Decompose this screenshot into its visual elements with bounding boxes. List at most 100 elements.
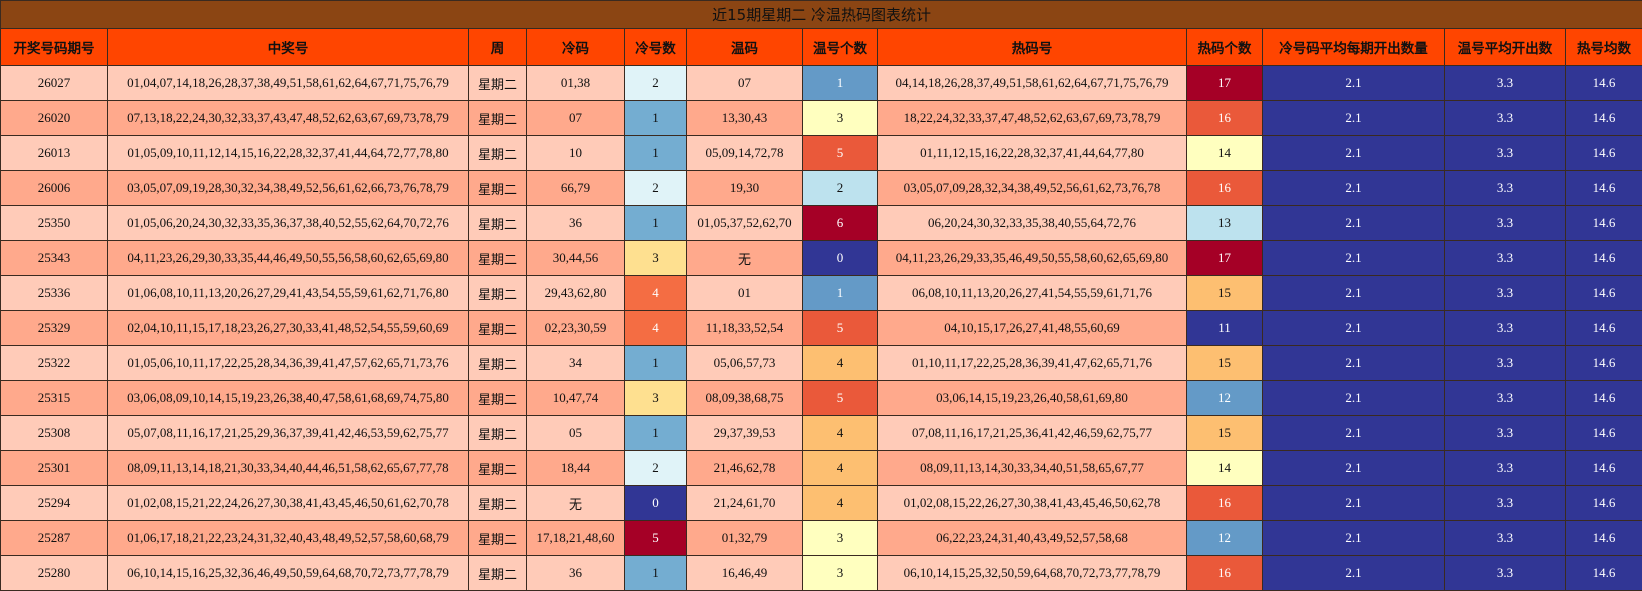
table-cell: 14.6	[1566, 206, 1642, 241]
column-header: 热码号	[878, 29, 1187, 66]
table-cell: 3.3	[1445, 276, 1566, 311]
table-cell: 星期二	[469, 276, 527, 311]
column-header: 冷号码平均每期开出数量	[1263, 29, 1445, 66]
table-cell: 12	[1187, 381, 1263, 416]
table-cell: 04,11,23,26,29,30,33,35,44,46,49,50,55,5…	[108, 241, 469, 276]
table-title: 近15期星期二 冷温热码图表统计	[1, 1, 1642, 29]
table-cell: 3.3	[1445, 486, 1566, 521]
table-cell: 16,46,49	[687, 556, 803, 591]
column-header: 冷号数	[625, 29, 687, 66]
table-cell: 17,18,21,48,60	[527, 521, 625, 556]
table-cell: 08,09,38,68,75	[687, 381, 803, 416]
table-cell: 4	[803, 451, 878, 486]
table-cell: 3.3	[1445, 311, 1566, 346]
table-cell: 14.6	[1566, 101, 1642, 136]
table-cell: 14.6	[1566, 171, 1642, 206]
column-header: 温码	[687, 29, 803, 66]
table-cell: 1	[625, 556, 687, 591]
table-cell: 5	[803, 381, 878, 416]
table-cell: 04,11,23,26,29,33,35,46,49,50,55,58,60,6…	[878, 241, 1187, 276]
table-cell: 02,04,10,11,15,17,18,23,26,27,30,33,41,4…	[108, 311, 469, 346]
table-cell: 07	[527, 101, 625, 136]
table-cell: 4	[803, 486, 878, 521]
table-cell: 2.1	[1263, 171, 1445, 206]
table-cell: 4	[625, 276, 687, 311]
table-cell: 04,14,18,26,28,37,49,51,58,61,62,64,67,7…	[878, 66, 1187, 101]
table-cell: 25336	[1, 276, 108, 311]
table-cell: 14.6	[1566, 136, 1642, 171]
table-cell: 07,13,18,22,24,30,32,33,37,43,47,48,52,6…	[108, 101, 469, 136]
table-cell: 30,44,56	[527, 241, 625, 276]
table-cell: 3	[803, 521, 878, 556]
table-cell: 2.1	[1263, 346, 1445, 381]
table-cell: 14.6	[1566, 486, 1642, 521]
table-cell: 16	[1187, 171, 1263, 206]
table-cell: 2.1	[1263, 451, 1445, 486]
table-cell: 星期二	[469, 241, 527, 276]
column-header: 温号平均开出数	[1445, 29, 1566, 66]
table-cell: 03,06,14,15,19,23,26,40,58,61,69,80	[878, 381, 1187, 416]
table-cell: 星期二	[469, 206, 527, 241]
table-cell: 无	[527, 486, 625, 521]
table-cell: 2	[625, 451, 687, 486]
table-cell: 星期二	[469, 381, 527, 416]
table-cell: 2.1	[1263, 206, 1445, 241]
table-cell: 01,05,06,20,24,30,32,33,35,36,37,38,40,5…	[108, 206, 469, 241]
table-cell: 06,08,10,11,13,20,26,27,41,54,55,59,61,7…	[878, 276, 1187, 311]
table-cell: 01,10,11,17,22,25,28,36,39,41,47,62,65,7…	[878, 346, 1187, 381]
table-cell: 2.1	[1263, 101, 1445, 136]
table-cell: 25301	[1, 451, 108, 486]
title-row: 近15期星期二 冷温热码图表统计	[1, 1, 1642, 29]
column-header: 周	[469, 29, 527, 66]
table-cell: 25322	[1, 346, 108, 381]
table-cell: 36	[527, 556, 625, 591]
table-head: 近15期星期二 冷温热码图表统计开奖号码期号中奖号周冷码冷号数温码温号个数热码号…	[1, 1, 1642, 66]
table-cell: 2.1	[1263, 486, 1445, 521]
table-cell: 17	[1187, 241, 1263, 276]
table-cell: 01,02,08,15,22,26,27,30,38,41,43,45,46,5…	[878, 486, 1187, 521]
table-cell: 3	[625, 381, 687, 416]
table-cell: 01,05,37,52,62,70	[687, 206, 803, 241]
table-cell: 01,05,06,10,11,17,22,25,28,34,36,39,41,4…	[108, 346, 469, 381]
table-cell: 13,30,43	[687, 101, 803, 136]
table-cell: 3.3	[1445, 381, 1566, 416]
table-cell: 01,06,17,18,21,22,23,24,31,32,40,43,48,4…	[108, 521, 469, 556]
table-cell: 06,10,14,15,16,25,32,36,46,49,50,59,64,6…	[108, 556, 469, 591]
table-cell: 3.3	[1445, 66, 1566, 101]
table-cell: 3.3	[1445, 346, 1566, 381]
table-cell: 11	[1187, 311, 1263, 346]
column-header: 热号均数	[1566, 29, 1642, 66]
table-cell: 星期二	[469, 66, 527, 101]
table-cell: 1	[803, 66, 878, 101]
table-cell: 0	[803, 241, 878, 276]
table-cell: 18,22,24,32,33,37,47,48,52,62,63,67,69,7…	[878, 101, 1187, 136]
table-cell: 4	[803, 346, 878, 381]
column-header: 开奖号码期号	[1, 29, 108, 66]
column-header: 中奖号	[108, 29, 469, 66]
table-cell: 2.1	[1263, 276, 1445, 311]
table-cell: 03,05,07,09,19,28,30,32,34,38,49,52,56,6…	[108, 171, 469, 206]
table-cell: 6	[803, 206, 878, 241]
table-cell: 4	[803, 416, 878, 451]
table-cell: 01,04,07,14,18,26,28,37,38,49,51,58,61,6…	[108, 66, 469, 101]
table-cell: 01,32,79	[687, 521, 803, 556]
table-cell: 14.6	[1566, 311, 1642, 346]
table-cell: 25315	[1, 381, 108, 416]
column-header: 温号个数	[803, 29, 878, 66]
table-cell: 5	[803, 136, 878, 171]
table-cell: 06,20,24,30,32,33,35,38,40,55,64,72,76	[878, 206, 1187, 241]
table-cell: 星期二	[469, 311, 527, 346]
table-cell: 06,22,23,24,31,40,43,49,52,57,58,68	[878, 521, 1187, 556]
table-cell: 14	[1187, 451, 1263, 486]
table-cell: 2.1	[1263, 66, 1445, 101]
table-cell: 06,10,14,15,25,32,50,59,64,68,70,72,73,7…	[878, 556, 1187, 591]
